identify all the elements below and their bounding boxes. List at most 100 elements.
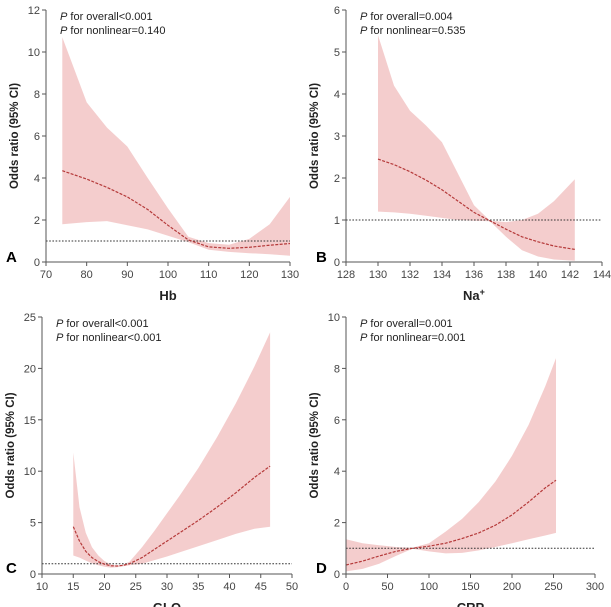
x-axis-label: Hb	[159, 288, 176, 303]
y-axis-label: Odds ratio (95% CI)	[5, 392, 17, 498]
p-value-annotation: P for nonlinear<0.001	[56, 332, 162, 344]
x-tick-label: 200	[503, 581, 521, 593]
x-tick-label: 136	[465, 269, 483, 281]
y-tick-label: 4	[334, 89, 340, 101]
chart-panel-b: 0 1 2 3 4 5 6 128 130 132 134 136 138 140 142 144 Na+ Odd…	[309, 5, 611, 303]
x-tick-label: 50	[381, 581, 393, 593]
x-tick-label: 128	[337, 269, 355, 281]
estimate-line	[72, 465, 271, 567]
ci-band	[62, 37, 290, 256]
y-tick-label: 8	[34, 89, 40, 101]
p-symbol: P	[60, 25, 68, 37]
p-value-annotation: P for overall=0.004	[360, 11, 453, 23]
p-symbol: P	[360, 318, 368, 330]
ci-band	[346, 358, 556, 572]
y-tick-label: 4	[334, 466, 340, 478]
p-symbol: P	[56, 318, 64, 330]
x-tick-label: 300	[586, 581, 604, 593]
x-tick-label: 130	[369, 269, 387, 281]
p-value-text: for nonlinear=0.140	[67, 25, 165, 37]
p-value-text: for overall=0.004	[367, 11, 452, 23]
x-tick-label: 25	[130, 581, 142, 593]
p-symbol: P	[56, 332, 64, 344]
y-tick-label: 25	[24, 312, 36, 324]
p-value-annotation: P for overall=0.001	[360, 318, 453, 330]
y-tick-label: 10	[28, 47, 40, 59]
x-axis-label: CRP	[457, 600, 485, 607]
p-value-annotation: P for overall<0.001	[60, 11, 153, 23]
x-tick-label: 20	[98, 581, 110, 593]
y-axis-label: Odds ratio (95% CI)	[9, 83, 21, 189]
y-tick-label: 6	[334, 5, 340, 17]
y-tick-label: 0	[334, 257, 340, 269]
y-tick-label: 4	[34, 173, 40, 185]
y-tick-label: 0	[334, 569, 340, 581]
estimate-line	[62, 170, 291, 249]
p-symbol: P	[360, 11, 368, 23]
p-value-annotation: P for nonlinear=0.140	[60, 25, 166, 37]
p-value-text: for overall=0.001	[367, 318, 452, 330]
x-tick-label: 45	[255, 581, 267, 593]
p-value-text: for overall<0.001	[63, 318, 148, 330]
y-tick-label: 10	[24, 466, 36, 478]
x-tick-label: 0	[343, 581, 349, 593]
x-axis-label: GLO	[153, 600, 181, 607]
y-tick-label: 0	[30, 569, 36, 581]
panel-letter: A	[6, 249, 17, 266]
x-tick-label: 250	[544, 581, 562, 593]
y-tick-label: 1	[334, 215, 340, 227]
chart-panel-a: 0 2 4 6 8 10 12 70 80 90 100 110 120 130 Hb Odds ratio …	[6, 5, 299, 303]
y-tick-label: 0	[34, 257, 40, 269]
estimate-line	[345, 479, 557, 566]
p-value-text: for nonlinear=0.535	[367, 25, 465, 37]
p-value-text: for overall<0.001	[67, 11, 152, 23]
x-axis-label: Na+	[463, 287, 485, 303]
x-tick-label: 134	[433, 269, 451, 281]
x-tick-label: 132	[401, 269, 419, 281]
y-tick-label: 2	[334, 173, 340, 185]
x-tick-label: 142	[561, 269, 579, 281]
x-tick-label: 50	[286, 581, 298, 593]
x-tick-label: 120	[240, 269, 258, 281]
p-symbol: P	[60, 11, 68, 23]
x-tick-label: 138	[497, 269, 515, 281]
x-tick-label: 144	[593, 269, 611, 281]
x-tick-label: 100	[420, 581, 438, 593]
x-tick-label: 15	[67, 581, 79, 593]
x-tick-label: 150	[461, 581, 479, 593]
y-tick-label: 20	[24, 363, 36, 375]
x-tick-label: 10	[36, 581, 48, 593]
estimate-line	[377, 158, 575, 250]
x-tick-label: 110	[200, 269, 218, 281]
y-axis-label: Odds ratio (95% CI)	[309, 83, 321, 189]
panel-letter: C	[6, 560, 17, 577]
x-tick-label: 30	[161, 581, 173, 593]
y-tick-label: 5	[334, 47, 340, 59]
p-symbol: P	[360, 25, 368, 37]
p-value-annotation: P for overall<0.001	[56, 318, 149, 330]
y-tick-label: 2	[334, 518, 340, 530]
chart-panel-c: 0 5 10 15 20 25 10 15 20 25 30 35 40 45 50 GLO Odds rati…	[5, 312, 298, 607]
p-value-annotation: P for nonlinear=0.535	[360, 25, 466, 37]
ci-band	[378, 35, 575, 261]
ci-band	[73, 332, 271, 568]
x-axis-label-superscript: +	[480, 287, 485, 297]
x-tick-label: 90	[121, 269, 133, 281]
x-tick-label: 35	[192, 581, 204, 593]
p-value-annotation: P for nonlinear=0.001	[360, 332, 466, 344]
x-tick-label: 130	[281, 269, 299, 281]
x-tick-label: 100	[159, 269, 177, 281]
x-tick-label: 140	[529, 269, 547, 281]
panel-letter: D	[316, 560, 327, 577]
y-tick-label: 2	[34, 215, 40, 227]
y-tick-label: 15	[24, 415, 36, 427]
y-tick-label: 3	[334, 131, 340, 143]
p-symbol: P	[360, 332, 368, 344]
y-tick-label: 10	[328, 312, 340, 324]
p-value-text: for nonlinear=0.001	[367, 332, 465, 344]
y-tick-label: 5	[30, 518, 36, 530]
y-tick-label: 6	[334, 415, 340, 427]
x-tick-label: 80	[81, 269, 93, 281]
y-axis-label: Odds ratio (95% CI)	[309, 392, 321, 498]
